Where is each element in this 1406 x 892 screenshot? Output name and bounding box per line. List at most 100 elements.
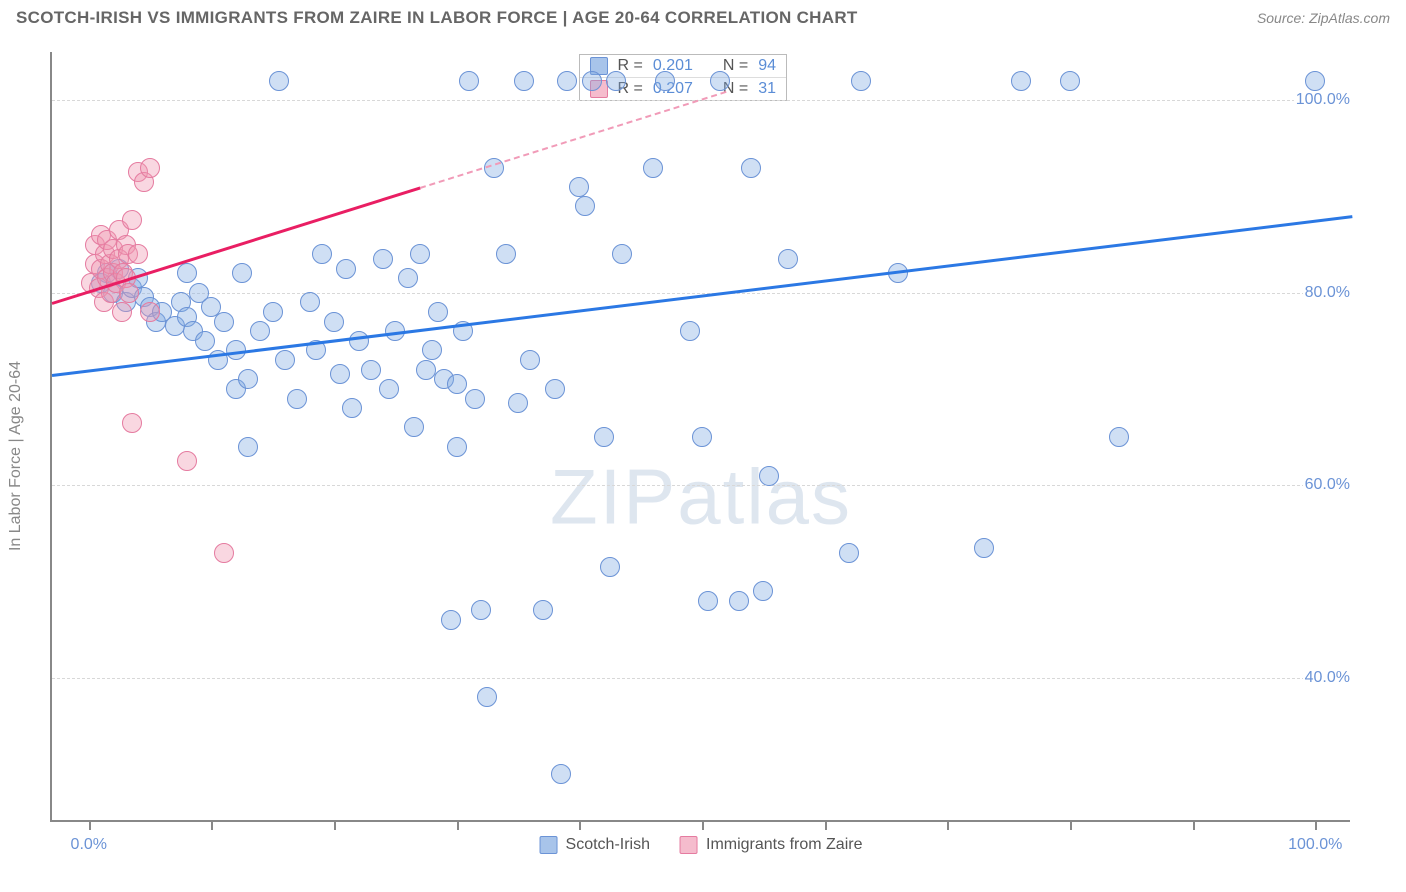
xtick [89,820,91,830]
xtick [1315,820,1317,830]
legend-swatch-pink [680,836,698,854]
marker-blue [520,350,540,370]
marker-blue [1109,427,1129,447]
marker-blue [643,158,663,178]
marker-blue [1011,71,1031,91]
marker-blue [428,302,448,322]
n-label: N = [723,57,748,75]
marker-pink [128,244,148,264]
marker-blue [557,71,577,91]
n-value-pink: 31 [758,80,776,98]
marker-blue [839,543,859,563]
trendline-pink-extrapolated [420,91,727,189]
marker-blue [612,244,632,264]
xtick [947,820,949,830]
marker-blue [342,398,362,418]
marker-blue [655,71,675,91]
ytick-label: 80.0% [1303,284,1352,302]
marker-blue [680,321,700,341]
xtick [334,820,336,830]
marker-blue [551,764,571,784]
xtick-label: 0.0% [71,836,107,854]
xtick [211,820,213,830]
marker-blue [275,350,295,370]
xtick [702,820,704,830]
legend-item-blue: Scotch-Irish [540,836,650,854]
marker-blue [447,374,467,394]
marker-blue [569,177,589,197]
marker-blue [441,610,461,630]
marker-pink [122,413,142,433]
marker-blue [778,249,798,269]
xtick [579,820,581,830]
marker-blue [330,364,350,384]
marker-blue [533,600,553,620]
n-value-blue: 94 [758,57,776,75]
marker-blue [692,427,712,447]
marker-blue [447,437,467,457]
ytick-label: 40.0% [1303,669,1352,687]
marker-pink [177,451,197,471]
marker-blue [514,71,534,91]
marker-pink [140,158,160,178]
marker-blue [741,158,761,178]
gridline [52,293,1350,294]
marker-blue [459,71,479,91]
chart-container: In Labor Force | Age 20-64 ZIPatlas R = … [0,32,1406,862]
marker-blue [729,591,749,611]
marker-blue [373,249,393,269]
marker-blue [177,263,197,283]
marker-blue [575,196,595,216]
marker-blue [287,389,307,409]
marker-blue [698,591,718,611]
marker-blue [508,393,528,413]
marker-blue [349,331,369,351]
marker-blue [238,369,258,389]
marker-blue [471,600,491,620]
legend-label-pink: Immigrants from Zaire [706,836,862,854]
xtick [1070,820,1072,830]
marker-pink [140,302,160,322]
legend-swatch-blue [540,836,558,854]
marker-blue [250,321,270,341]
marker-blue [496,244,516,264]
marker-pink [214,543,234,563]
legend: Scotch-Irish Immigrants from Zaire [540,836,863,854]
watermark-zip: ZIP [550,453,677,541]
marker-blue [263,302,283,322]
marker-blue [422,340,442,360]
marker-blue [379,379,399,399]
marker-blue [851,71,871,91]
marker-blue [214,312,234,332]
marker-blue [404,417,424,437]
watermark: ZIPatlas [550,452,852,543]
chart-header: SCOTCH-IRISH VS IMMIGRANTS FROM ZAIRE IN… [0,0,1406,32]
marker-blue [477,687,497,707]
marker-blue [545,379,565,399]
marker-blue [753,581,773,601]
marker-blue [594,427,614,447]
marker-blue [269,71,289,91]
chart-source: Source: ZipAtlas.com [1257,10,1390,26]
marker-blue [410,244,430,264]
marker-blue [324,312,344,332]
xtick [457,820,459,830]
marker-blue [710,71,730,91]
legend-item-pink: Immigrants from Zaire [680,836,862,854]
marker-pink [119,283,139,303]
marker-blue [195,331,215,351]
marker-blue [974,538,994,558]
marker-pink [122,210,142,230]
marker-blue [1060,71,1080,91]
xtick [1193,820,1195,830]
xtick-label: 100.0% [1288,836,1342,854]
plot-area: ZIPatlas R = 0.201 N = 94 R = 0.207 N = … [50,52,1350,822]
marker-blue [300,292,320,312]
marker-blue [312,244,332,264]
marker-blue [759,466,779,486]
marker-blue [582,71,602,91]
marker-blue [465,389,485,409]
marker-blue [1305,71,1325,91]
marker-blue [238,437,258,457]
marker-pink [112,302,132,322]
